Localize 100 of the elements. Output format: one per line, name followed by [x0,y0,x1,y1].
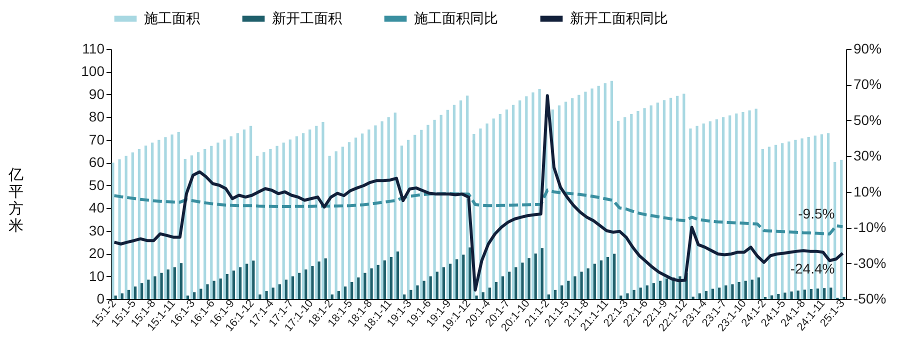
bar [318,262,320,299]
data-label: -24.4% [790,260,835,276]
bar [127,290,130,299]
bar [525,96,528,299]
bar [597,86,600,299]
bar [600,260,603,299]
bar [613,254,616,299]
bar [330,294,334,299]
bar [630,114,633,299]
bar [322,122,324,299]
y2-tick-label: 70% [854,76,882,92]
bar [276,146,278,299]
bar [446,110,449,299]
bar [361,134,364,299]
bar [200,288,202,299]
bar [230,136,232,299]
bar [151,142,154,299]
bar [696,126,698,299]
bar [816,288,820,299]
y2-tick-label: -30% [854,254,886,271]
bar [258,294,262,299]
y2-tick-label: -10% [854,219,886,236]
bar [796,290,800,299]
bar [196,152,200,299]
y-tick-label: 80 [88,108,105,125]
bar [610,80,614,299]
bar [304,269,308,299]
bar [540,248,544,299]
bar [302,133,305,299]
bar [748,110,751,299]
bar [440,114,442,299]
bar [120,293,124,299]
bar [328,156,331,299]
bar [383,260,386,299]
line-series [112,188,844,236]
bar [777,294,780,299]
bar [636,111,640,299]
line-series [112,94,844,292]
bar [210,146,213,299]
bar [180,263,183,299]
bar [656,102,659,299]
bar [784,292,786,299]
bar [357,277,360,299]
bar [459,100,462,299]
y-tick-label: 70 [88,131,105,148]
bar [505,109,508,299]
bar [204,149,206,299]
bar [429,276,432,299]
bar [718,288,721,299]
y2-tick-label: -50% [854,290,886,306]
bar [118,159,121,299]
bar [768,146,771,299]
bar [206,284,209,299]
bar [177,132,180,299]
bar [236,133,239,299]
bar [448,264,452,299]
bar [341,146,344,299]
bar [534,254,537,299]
legend-label: 施工面积同比 [414,10,498,26]
bar [406,140,410,299]
bar [586,268,590,299]
bar [492,118,495,299]
bar [442,267,446,299]
bar [154,276,156,299]
bar [682,94,686,299]
bar [114,296,117,299]
bar [124,156,128,299]
bar [518,100,522,299]
bar [781,143,784,299]
bar [724,285,728,299]
bar [669,98,672,299]
bar [788,142,790,299]
bar [722,117,725,299]
bar [750,280,754,299]
bar [744,280,747,299]
y-tick-label: 20 [88,245,105,262]
bar [272,288,274,299]
bar [498,114,502,299]
bar [380,121,384,299]
bar [578,94,580,299]
bar [238,267,242,299]
bar [134,286,137,299]
bar [643,108,646,299]
bar [512,104,515,299]
bar [390,256,393,299]
y2-tick-label: 50% [854,112,882,128]
bar [426,124,430,299]
bar [337,291,340,299]
bar [262,152,266,299]
bar [394,112,396,299]
bar [830,288,832,299]
bar [164,137,167,299]
y-axis-title: 亿平方米 [8,166,24,234]
bar [715,119,718,299]
bar [396,252,400,299]
bar [711,288,714,299]
bar [574,276,576,299]
bar [590,88,594,299]
bar [584,92,587,299]
y2-tick-label: 90% [854,40,882,56]
